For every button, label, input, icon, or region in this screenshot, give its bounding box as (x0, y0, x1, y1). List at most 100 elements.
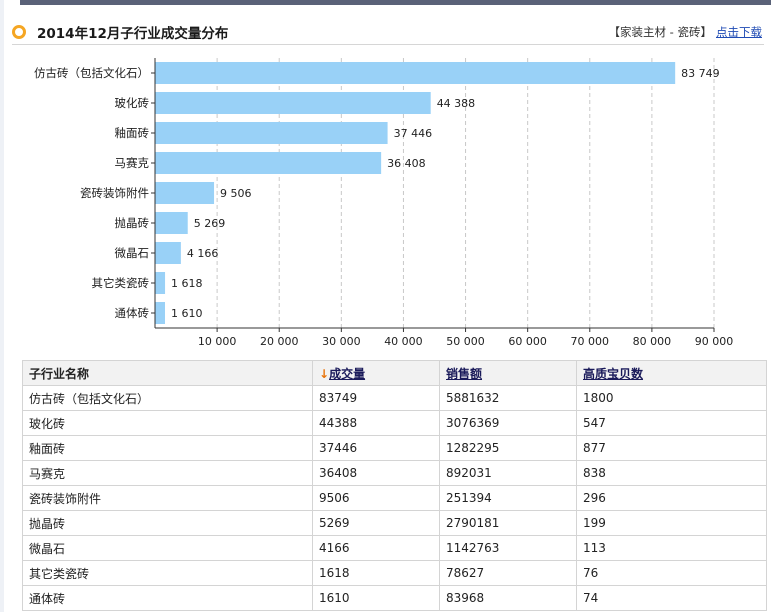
bar-value-label: 83 749 (681, 67, 720, 80)
table-row: 通体砖 1610 83968 74 (22, 585, 767, 611)
column-header-volume[interactable]: ↓成交量 (312, 360, 440, 386)
bar (155, 152, 382, 174)
bar (155, 212, 188, 234)
sort-volume-link[interactable]: 成交量 (329, 366, 366, 381)
x-tick-label: 50 000 (446, 335, 485, 348)
x-tick-label: 10 000 (198, 335, 237, 348)
bar-value-label: 37 446 (394, 127, 433, 140)
bar-value-label: 4 166 (187, 247, 219, 260)
page-title: 2014年12月子行业成交量分布 (37, 26, 229, 42)
table-row: 釉面砖 37446 1282295 877 (22, 435, 767, 461)
table-cell-name: 抛晶砖 (22, 510, 313, 536)
table-cell-name: 釉面砖 (22, 435, 313, 461)
table-header-row: 子行业名称 ↓成交量 销售额 高质宝贝数 (22, 360, 767, 386)
table-cell-sales: 251394 (439, 485, 577, 511)
bar-value-label: 9 506 (220, 187, 252, 200)
x-tick-label: 60 000 (508, 335, 547, 348)
table-cell-volume: 4166 (312, 535, 440, 561)
category-label: 仿古砖（包括文化石） (34, 66, 149, 80)
table-row: 玻化砖 44388 3076369 547 (22, 410, 767, 436)
table-cell-volume: 1618 (312, 560, 440, 586)
sort-sales-link[interactable]: 销售额 (446, 366, 483, 381)
table-cell-name: 通体砖 (22, 585, 313, 611)
table-row: 仿古砖（包括文化石） 83749 5881632 1800 (22, 385, 767, 411)
category-label: 通体砖 (115, 306, 150, 320)
bar-value-label: 1 618 (171, 277, 203, 290)
category-label: 马赛克 (115, 156, 150, 170)
bar-value-label: 1 610 (171, 307, 203, 320)
table-cell-sales: 1282295 (439, 435, 577, 461)
bar-value-label: 44 388 (437, 97, 476, 110)
top-bar (20, 0, 771, 5)
table-cell-sales: 78627 (439, 560, 577, 586)
table-row: 抛晶砖 5269 2790181 199 (22, 510, 767, 536)
x-tick-label: 30 000 (322, 335, 361, 348)
circle-bullet-icon (12, 25, 26, 39)
category-label: 抛晶砖 (115, 216, 150, 230)
section-header: 2014年12月子行业成交量分布 【家装主材 - 瓷砖】 点击下载 (12, 18, 762, 44)
category-label: 【家装主材 - 瓷砖】 (608, 25, 712, 39)
table-cell-quality-items: 838 (576, 460, 767, 486)
table-cell-quality-items: 1800 (576, 385, 767, 411)
category-label: 玻化砖 (115, 96, 150, 110)
category-label: 其它类瓷砖 (92, 276, 150, 290)
column-header-sales[interactable]: 销售额 (439, 360, 577, 386)
column-header-label: 子行业名称 (29, 366, 90, 381)
table-cell-volume: 1610 (312, 585, 440, 611)
column-header-quality-items[interactable]: 高质宝贝数 (576, 360, 767, 386)
sort-quality-items-link[interactable]: 高质宝贝数 (583, 366, 644, 381)
table-cell-quality-items: 199 (576, 510, 767, 536)
bar (155, 242, 181, 264)
table-cell-name: 玻化砖 (22, 410, 313, 436)
table-row: 其它类瓷砖 1618 78627 76 (22, 560, 767, 586)
bar (155, 272, 166, 294)
table-cell-volume: 83749 (312, 385, 440, 411)
header-divider (12, 44, 764, 45)
table-cell-volume: 36408 (312, 460, 440, 486)
frame-edge (0, 0, 4, 612)
data-table: 子行业名称 ↓成交量 销售额 高质宝贝数 仿古砖（包括文化石） 83749 5881… (22, 360, 767, 611)
table-cell-sales: 2790181 (439, 510, 577, 536)
table-cell-volume: 5269 (312, 510, 440, 536)
table-cell-quality-items: 113 (576, 535, 767, 561)
bar-chart: 10 000 20 000 30 000 40 000 50 000 60 000 70 0… (34, 58, 734, 348)
bar (155, 62, 676, 84)
table-body: 仿古砖（包括文化石） 83749 5881632 1800 玻化砖 44388 307636… (22, 385, 767, 611)
download-link[interactable]: 点击下载 (716, 25, 762, 39)
sort-down-arrow-icon: ↓ (319, 366, 330, 381)
table-cell-quality-items: 76 (576, 560, 767, 586)
table-cell-name: 微晶石 (22, 535, 313, 561)
x-tick-label: 70 000 (571, 335, 610, 348)
table-cell-volume: 44388 (312, 410, 440, 436)
bar (155, 302, 165, 324)
bar-value-label: 5 269 (194, 217, 226, 230)
table-cell-volume: 9506 (312, 485, 440, 511)
bar (155, 182, 215, 204)
bar (155, 92, 431, 114)
category-breadcrumb: 【家装主材 - 瓷砖】 点击下载 (609, 24, 762, 40)
table-row: 马赛克 36408 892031 838 (22, 460, 767, 486)
x-tick-label: 90 000 (695, 335, 734, 348)
table-cell-name: 瓷砖装饰附件 (22, 485, 313, 511)
table-cell-quality-items: 877 (576, 435, 767, 461)
table-cell-sales: 3076369 (439, 410, 577, 436)
table-cell-quality-items: 547 (576, 410, 767, 436)
table-cell-quality-items: 296 (576, 485, 767, 511)
table-cell-sales: 892031 (439, 460, 577, 486)
table-row: 瓷砖装饰附件 9506 251394 296 (22, 485, 767, 511)
bar-value-label: 36 408 (387, 157, 426, 170)
table-cell-sales: 1142763 (439, 535, 577, 561)
table-row: 微晶石 4166 1142763 113 (22, 535, 767, 561)
table-cell-name: 马赛克 (22, 460, 313, 486)
category-label: 釉面砖 (115, 126, 150, 140)
table-cell-quality-items: 74 (576, 585, 767, 611)
table-cell-name: 其它类瓷砖 (22, 560, 313, 586)
category-label: 微晶石 (115, 246, 150, 260)
x-tick-label: 20 000 (260, 335, 299, 348)
table-cell-volume: 37446 (312, 435, 440, 461)
table-cell-sales: 83968 (439, 585, 577, 611)
category-label: 瓷砖装饰附件 (80, 186, 149, 200)
x-tick-label: 40 000 (384, 335, 423, 348)
x-tick-label: 80 000 (633, 335, 672, 348)
table-cell-name: 仿古砖（包括文化石） (22, 385, 313, 411)
